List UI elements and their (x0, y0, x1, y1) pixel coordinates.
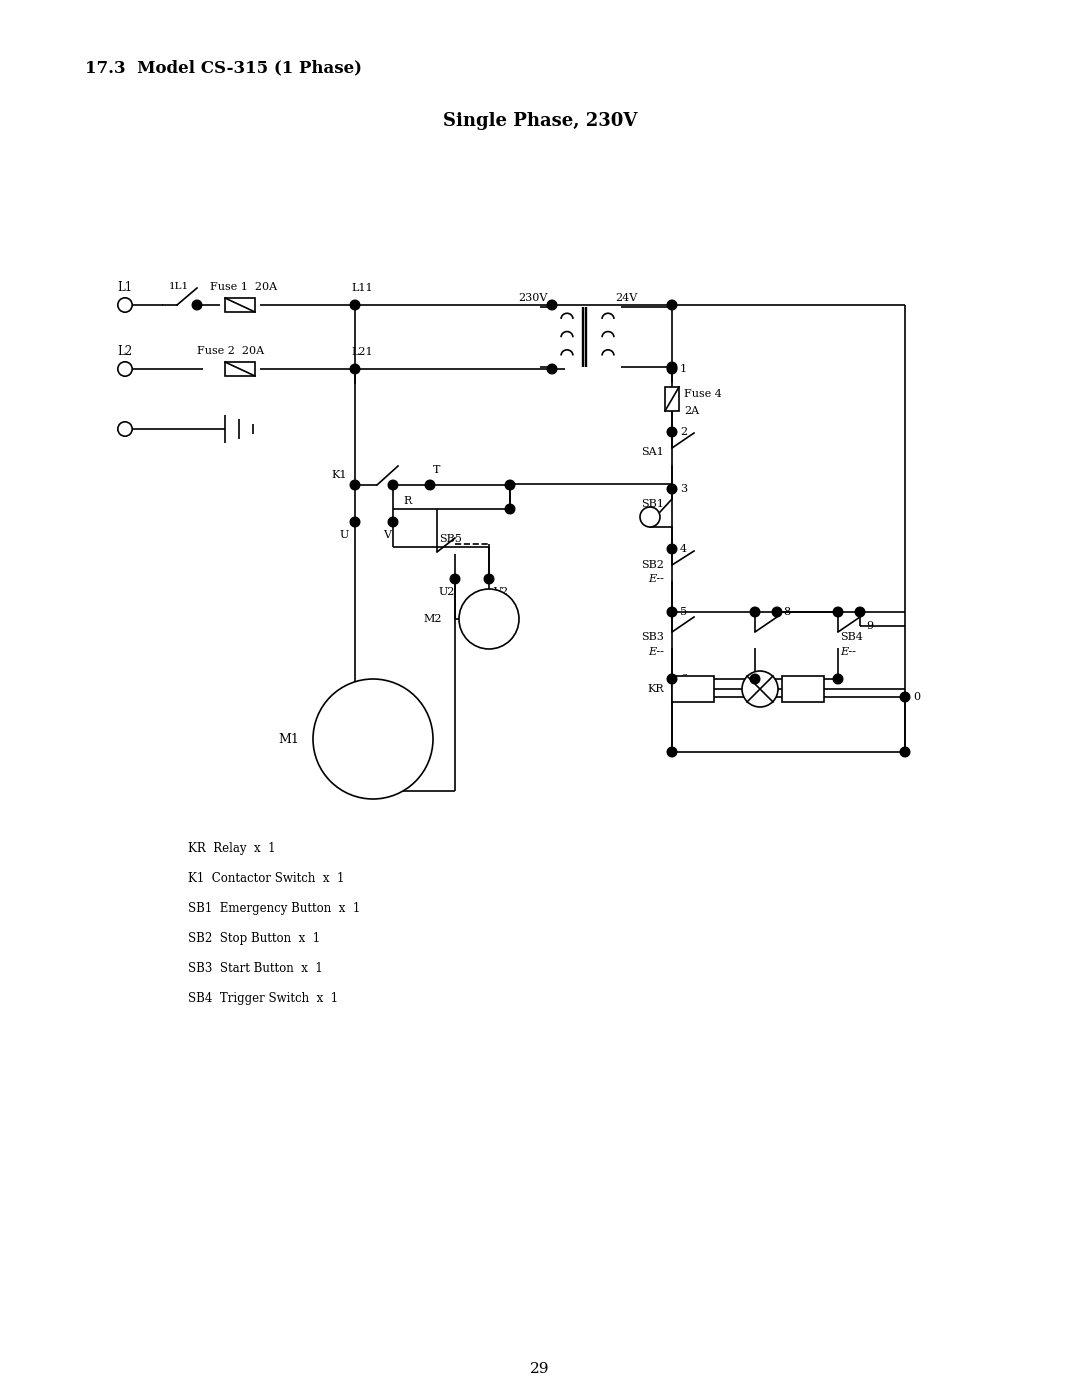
Circle shape (118, 362, 132, 376)
Text: K1: K1 (765, 685, 780, 694)
Circle shape (742, 671, 778, 707)
Circle shape (901, 692, 909, 701)
Circle shape (505, 481, 515, 490)
Circle shape (772, 608, 782, 617)
Text: M: M (480, 598, 498, 615)
Text: U2: U2 (438, 587, 455, 597)
Text: SB5: SB5 (438, 534, 462, 543)
Text: U: U (340, 529, 349, 541)
Text: 3: 3 (680, 483, 687, 495)
Text: KR: KR (647, 685, 664, 694)
Text: Fuse 4: Fuse 4 (684, 388, 721, 400)
Text: E--: E-- (648, 574, 664, 584)
Circle shape (833, 608, 842, 617)
Text: SB1  Emergency Button  x  1: SB1 Emergency Button x 1 (188, 902, 361, 915)
Circle shape (901, 747, 909, 757)
Text: 5: 5 (680, 608, 687, 617)
Circle shape (350, 365, 360, 374)
Bar (225, 298, 255, 312)
Text: SB4  Trigger Switch  x  1: SB4 Trigger Switch x 1 (188, 992, 338, 1004)
Text: 9: 9 (866, 622, 873, 631)
Text: V: V (383, 529, 391, 541)
Text: SB1: SB1 (642, 499, 664, 509)
Circle shape (751, 675, 760, 683)
Circle shape (640, 507, 660, 527)
Circle shape (313, 679, 433, 799)
Circle shape (833, 675, 842, 683)
Text: K1: K1 (332, 469, 347, 481)
Text: ∼: ∼ (483, 630, 496, 644)
Circle shape (548, 300, 557, 310)
Text: Single Phase, 230V: Single Phase, 230V (443, 112, 637, 130)
Text: SB4: SB4 (840, 631, 863, 643)
Text: M2: M2 (423, 615, 442, 624)
Circle shape (548, 365, 557, 374)
Text: 8: 8 (783, 608, 791, 617)
Circle shape (667, 365, 677, 374)
Text: R: R (403, 496, 411, 506)
Circle shape (667, 747, 677, 757)
Text: 29: 29 (530, 1362, 550, 1376)
Circle shape (450, 574, 460, 584)
Text: M1: M1 (279, 732, 299, 746)
Text: L21: L21 (351, 346, 373, 358)
Circle shape (350, 517, 360, 527)
Circle shape (667, 300, 677, 310)
Bar (672, 676, 714, 703)
Text: 6: 6 (680, 673, 687, 685)
Circle shape (350, 481, 360, 490)
Circle shape (459, 590, 519, 650)
Text: E--: E-- (648, 647, 664, 657)
Circle shape (426, 481, 435, 490)
Circle shape (667, 427, 677, 437)
Circle shape (388, 517, 397, 527)
Circle shape (855, 608, 865, 617)
Circle shape (192, 300, 202, 310)
Text: M: M (364, 718, 382, 735)
Circle shape (388, 481, 397, 490)
Text: T: T (433, 465, 441, 475)
Circle shape (751, 608, 760, 617)
Text: 1L1: 1L1 (168, 282, 189, 291)
Text: 2: 2 (680, 427, 687, 437)
Circle shape (667, 362, 677, 372)
Circle shape (484, 574, 494, 584)
Circle shape (505, 504, 515, 514)
Text: 0: 0 (913, 692, 920, 703)
Text: L11: L11 (351, 284, 373, 293)
Text: SB3: SB3 (642, 631, 664, 643)
Text: Fuse 2  20A: Fuse 2 20A (197, 346, 265, 356)
Text: V2: V2 (492, 587, 508, 597)
Text: Fuse 1  20A: Fuse 1 20A (210, 282, 278, 292)
Bar (782, 676, 824, 703)
Circle shape (667, 608, 677, 617)
Circle shape (667, 485, 677, 493)
Text: L2: L2 (118, 345, 133, 358)
Text: 1: 1 (680, 365, 687, 374)
Text: SB2: SB2 (642, 560, 664, 570)
Circle shape (118, 298, 132, 312)
Bar (665, 387, 679, 411)
Circle shape (667, 545, 677, 553)
Text: K1  Contactor Switch  x  1: K1 Contactor Switch x 1 (188, 872, 345, 886)
Text: 230V: 230V (518, 293, 548, 303)
Text: E--: E-- (840, 647, 855, 657)
Text: ∼: ∼ (366, 750, 379, 764)
Text: SA1: SA1 (642, 447, 664, 457)
Text: L1: L1 (118, 281, 133, 293)
Bar (225, 362, 255, 376)
Circle shape (350, 300, 360, 310)
Text: 17.3  Model CS-315 (1 Phase): 17.3 Model CS-315 (1 Phase) (85, 59, 362, 75)
Text: 4: 4 (680, 543, 687, 555)
Circle shape (118, 422, 132, 436)
Text: 24V: 24V (615, 293, 637, 303)
Text: SB2  Stop Button  x  1: SB2 Stop Button x 1 (188, 932, 320, 944)
Text: 2A: 2A (684, 407, 699, 416)
Text: KR  Relay  x  1: KR Relay x 1 (188, 842, 275, 855)
Text: SB3  Start Button  x  1: SB3 Start Button x 1 (188, 963, 323, 975)
Circle shape (667, 675, 677, 683)
